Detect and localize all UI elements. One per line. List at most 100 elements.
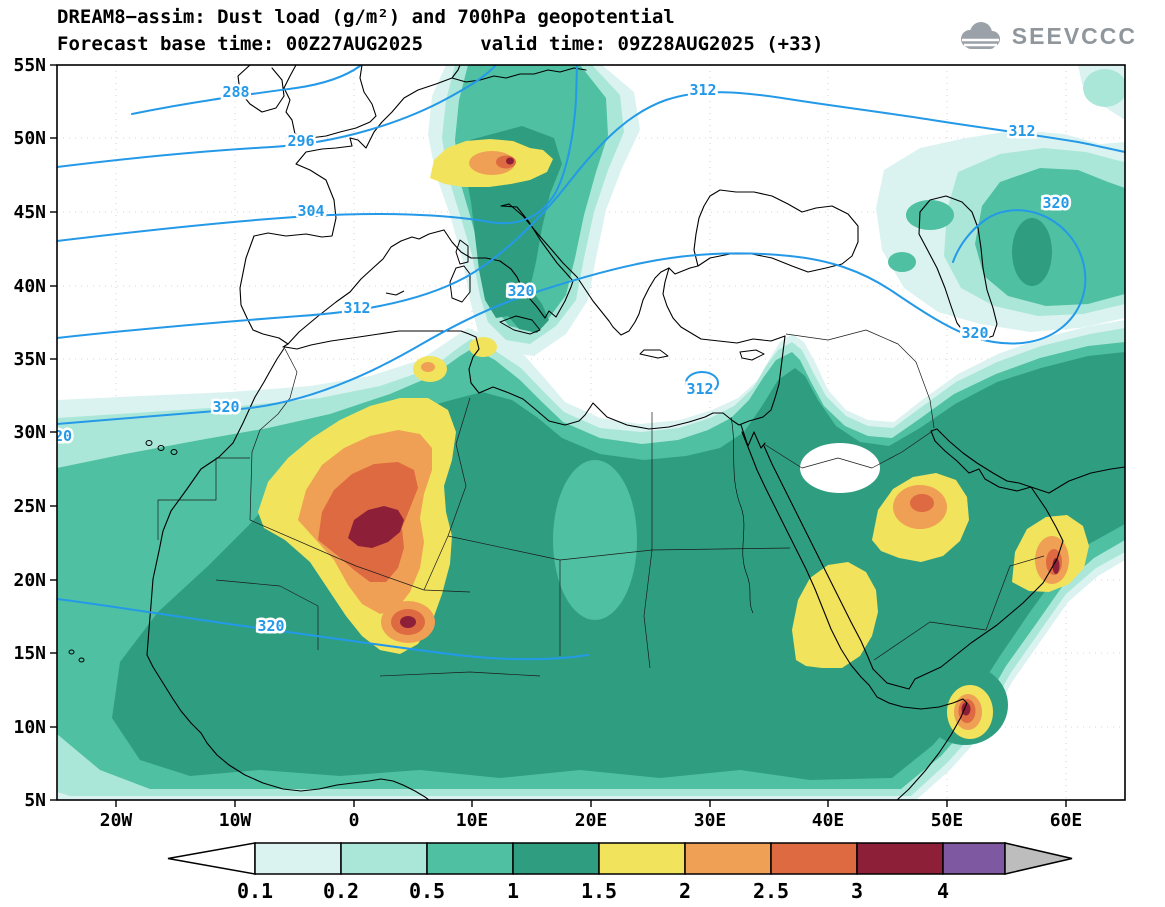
geopotential-contour <box>57 209 1087 425</box>
dust-level-3 <box>506 157 514 165</box>
coastline <box>146 346 430 800</box>
colorbar-arrow-left <box>167 842 256 875</box>
title-block: DREAM8−assim: Dust load (g/m²) and 700hP… <box>57 4 823 58</box>
colorbar-cell <box>426 842 514 875</box>
country-border <box>379 671 541 677</box>
geopotential-label: 312 <box>1008 122 1035 140</box>
dust-level-0.5 <box>906 200 954 230</box>
y-axis-label: 15N <box>13 643 46 664</box>
colorbar-label: 2 <box>679 879 691 903</box>
y-axis-label: 20N <box>13 570 46 591</box>
colorbar-cell <box>770 842 858 875</box>
coastline <box>287 229 445 345</box>
geopotential-contour <box>57 65 578 242</box>
x-axis-label: 60E <box>1050 810 1083 831</box>
geopotential-label: 320 <box>1042 194 1069 212</box>
coastline <box>693 189 859 273</box>
geopotential-label: 320 <box>257 617 284 635</box>
geopotential-contour <box>57 65 497 168</box>
country-border <box>157 457 250 540</box>
colorbar-label: 0.5 <box>409 879 445 903</box>
coastline <box>253 65 461 238</box>
country-border <box>559 549 653 561</box>
colorbar-cell <box>340 842 428 875</box>
colorbar-cell <box>254 842 342 875</box>
colorbar-label: 4 <box>937 879 949 903</box>
y-axis-label: 30N <box>13 422 46 443</box>
island-outline <box>499 315 541 335</box>
coastline <box>237 65 285 113</box>
x-axis-label: 20E <box>575 810 608 831</box>
geopotential-label: 20 <box>54 427 72 445</box>
x-axis-label: 30E <box>694 810 727 831</box>
colorbar-cell <box>684 842 772 875</box>
y-axis-label: 40N <box>13 276 46 297</box>
geopotential-label: 288 <box>222 83 249 101</box>
river <box>730 416 754 614</box>
dust-level-1.5 <box>469 337 497 357</box>
geopotential-contour <box>131 65 361 115</box>
geopotential-label: 320 <box>507 282 534 300</box>
y-axis-label: 10N <box>13 717 46 738</box>
geopotential-contour <box>57 598 589 661</box>
y-axis-label: 55N <box>13 55 46 76</box>
country-border <box>643 549 653 669</box>
country-border <box>249 348 298 521</box>
dust-teal-corridor <box>553 460 637 620</box>
colorbar-label: 1.5 <box>581 879 617 903</box>
country-border <box>249 519 471 593</box>
dust-level-2 <box>421 362 435 372</box>
country-border <box>423 397 471 591</box>
dust-level-0.5 <box>888 252 916 272</box>
chart-title: DREAM8−assim: Dust load (g/m²) and 700hP… <box>57 6 675 28</box>
coastline <box>284 330 786 430</box>
map-layers: 288 296 304 312 320 320 20 320 312 312 320 320 312 <box>54 65 1125 800</box>
country-border <box>215 579 319 650</box>
country-border <box>985 555 1045 631</box>
coastline <box>868 684 968 800</box>
dust-level-3 <box>348 506 404 548</box>
coastline <box>763 445 874 670</box>
coastline <box>1030 466 1125 494</box>
dust-level-1.5 <box>792 562 878 668</box>
y-axis-label: 50N <box>13 128 46 149</box>
x-axis-label: 20W <box>100 810 133 831</box>
x-axis-label: 10E <box>456 810 489 831</box>
geopotential-contour <box>685 371 720 395</box>
dust-level-3 <box>1052 558 1060 574</box>
coastline <box>741 431 870 686</box>
colorbar-cell <box>856 842 944 875</box>
colorbar-label: 2.5 <box>753 879 789 903</box>
island-outline <box>78 657 85 663</box>
colorbar-label: 0.1 <box>237 879 273 903</box>
island-outline <box>639 349 669 359</box>
geopotential-label: 304 <box>297 202 324 220</box>
logo-text: SEEVCCC <box>1011 22 1137 49</box>
coastline <box>239 235 289 348</box>
coastline <box>508 203 670 336</box>
island-outline <box>145 440 153 446</box>
y-axis-label: 35N <box>13 349 46 370</box>
island-outline <box>455 239 469 265</box>
geopotential-label: 296 <box>287 132 314 150</box>
colorbar-cell <box>512 842 600 875</box>
x-axis-label: 0 <box>349 810 360 831</box>
coastline <box>668 265 699 275</box>
coastline <box>918 195 998 341</box>
colorbar-label: 3 <box>851 879 863 903</box>
island-outline <box>157 445 165 451</box>
colorbar-label: 1 <box>507 879 519 903</box>
cloud-icon <box>960 22 1000 49</box>
country-border <box>763 429 935 469</box>
colorbar-cell-above <box>942 842 1006 875</box>
island-outline <box>385 290 405 296</box>
dust-level-0.5 <box>975 168 1125 306</box>
colorbar-arrow-right <box>1004 842 1073 875</box>
dust-level-1 <box>1012 218 1052 286</box>
seevccc-logo: SEEVCCC <box>957 20 1137 52</box>
coastline <box>283 65 377 139</box>
colorbar: 0.1 0.2 0.5 1 1.5 2 2.5 3 4 <box>167 842 1073 903</box>
x-axis-label: 10W <box>219 810 252 831</box>
coastline <box>740 424 766 449</box>
